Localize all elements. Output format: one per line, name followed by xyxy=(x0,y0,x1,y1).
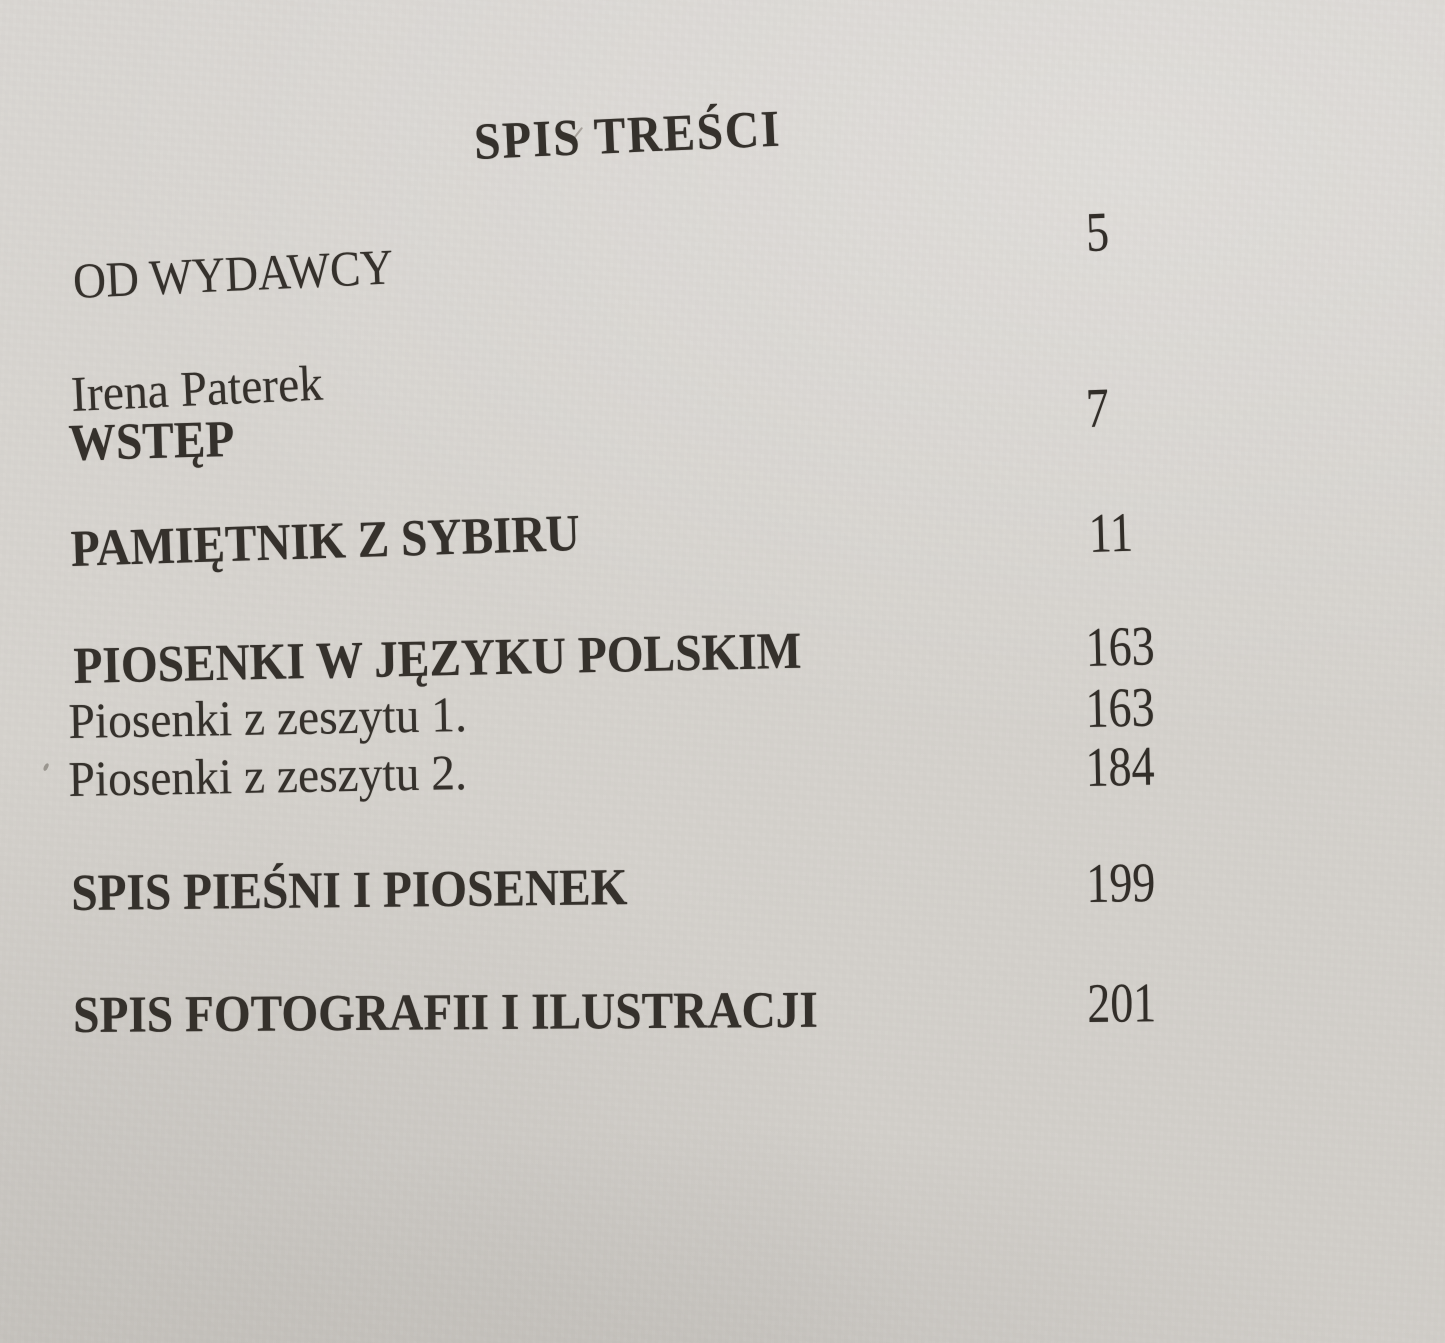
toc-entry-page-number: 7 xyxy=(1084,377,1110,440)
toc-entry-author: Irena Paterek xyxy=(69,354,325,422)
toc-entry-label: Piosenki z zeszytu 2. xyxy=(67,744,468,807)
toc-entry-label: SPIS FOTOGRAFII I ILUSTRACJI xyxy=(72,981,818,1044)
toc-entry-page-number: 199 xyxy=(1085,852,1156,915)
toc-entry-page-number: 163 xyxy=(1084,676,1156,740)
toc-entry-label: OD WYDAWCY xyxy=(71,238,395,309)
toc-entry-label: WSTĘP xyxy=(67,410,235,472)
toc-entry-page-number: 163 xyxy=(1084,615,1156,679)
toc-entry-page-number: 184 xyxy=(1084,735,1156,799)
toc-entry-page-number: 201 xyxy=(1086,972,1157,1035)
toc-title: SPIS TREŚCI xyxy=(472,100,783,171)
toc-entry-label: Piosenki z zeszytu 1. xyxy=(67,686,468,749)
toc-entry-label: SPIS PIEŚNI I PIOSENEK xyxy=(70,859,628,922)
toc-entry-page-number: 5 xyxy=(1084,201,1111,264)
toc-entry-page-number: 11 xyxy=(1087,501,1134,565)
